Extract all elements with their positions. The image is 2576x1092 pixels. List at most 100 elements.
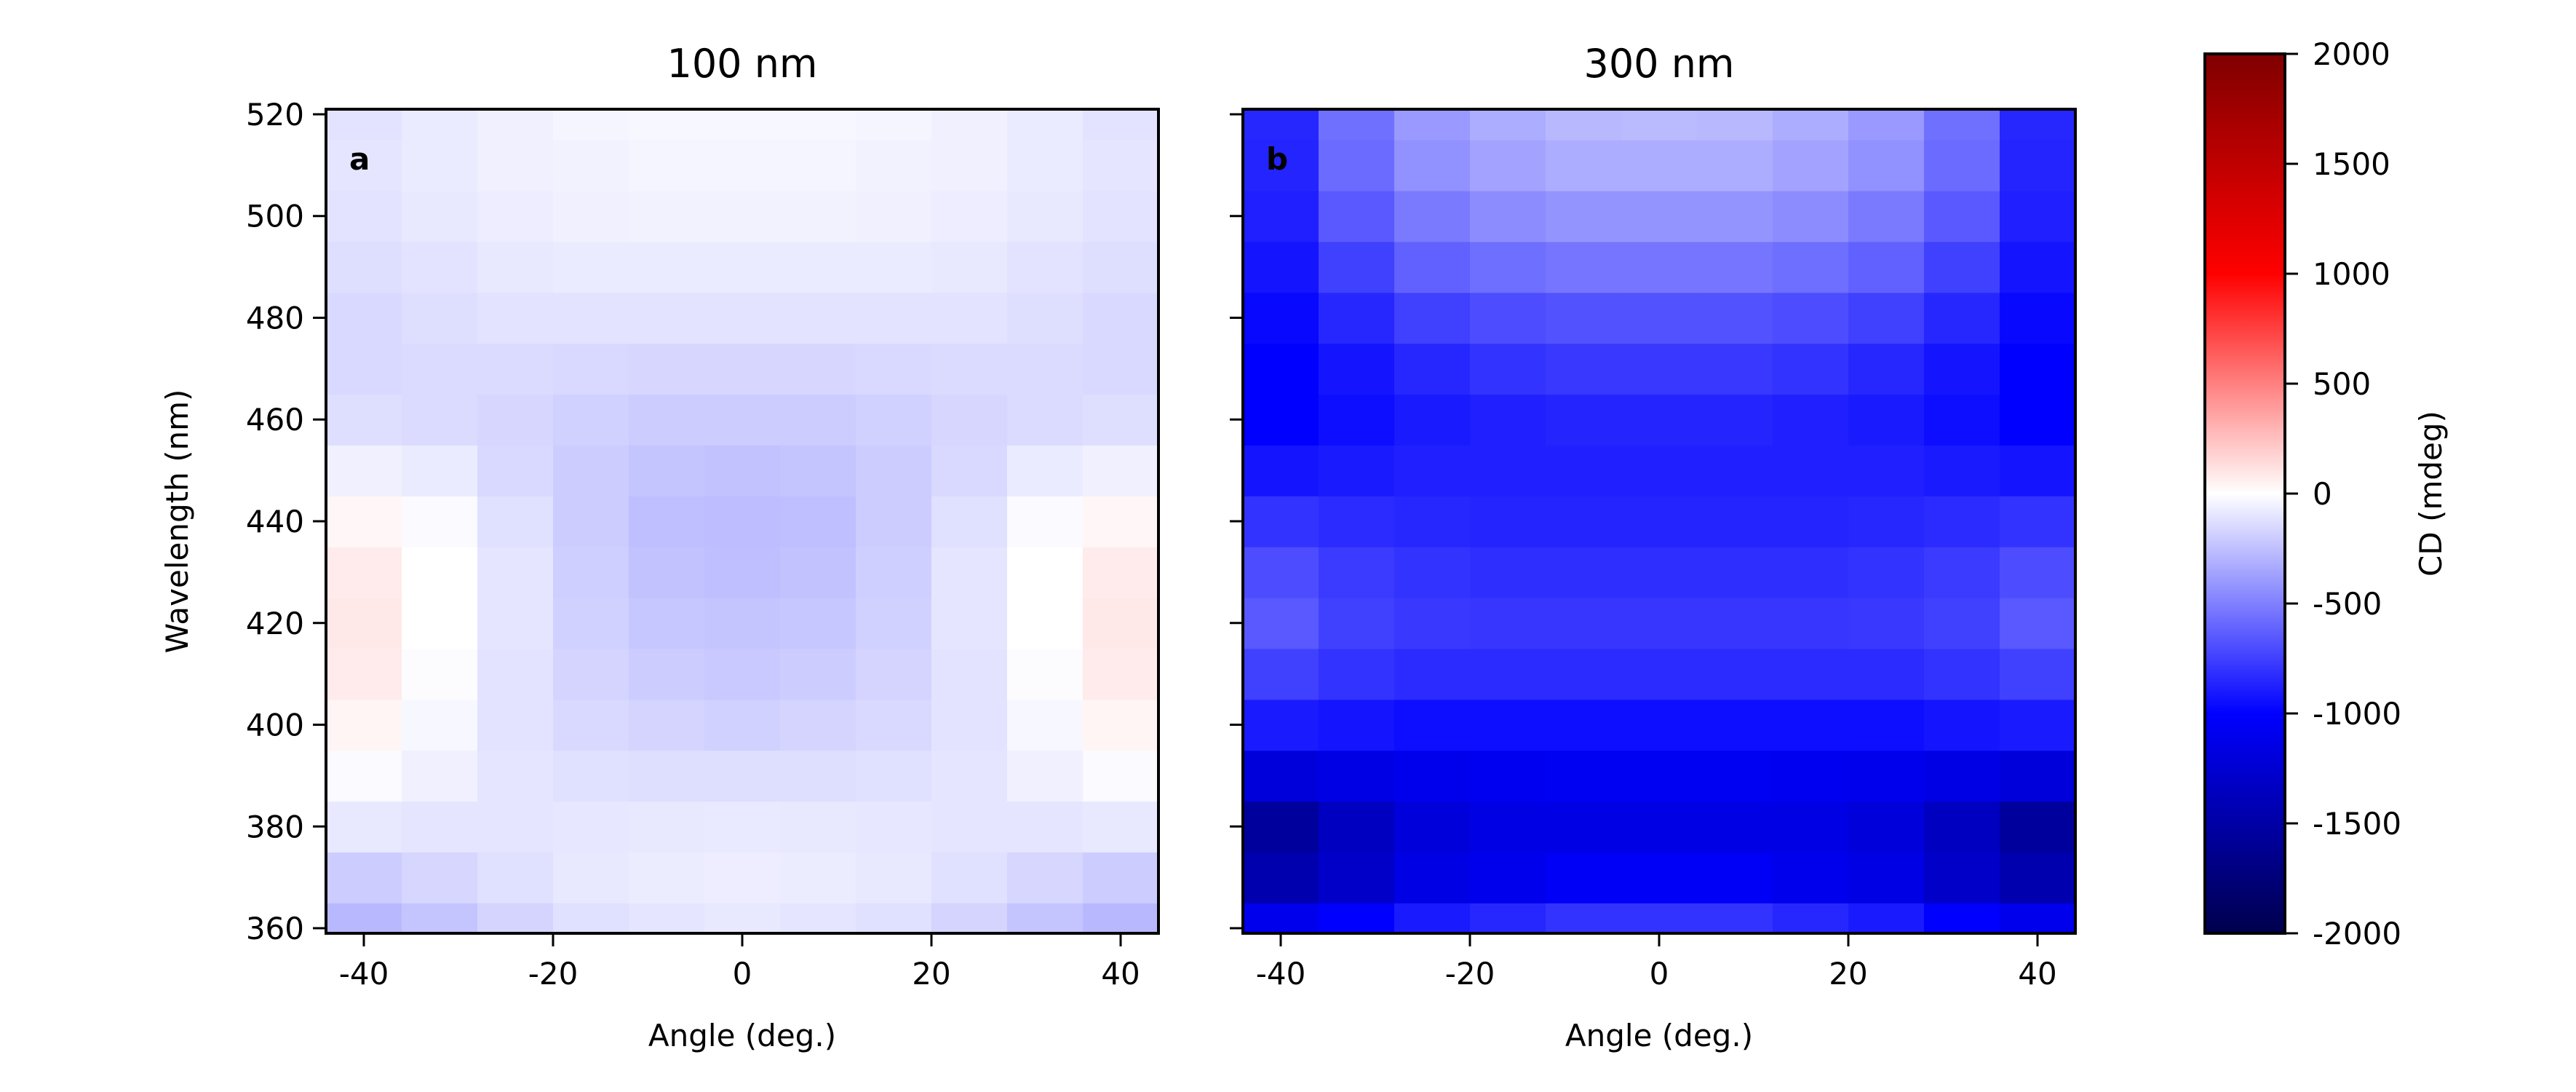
heatmap-cell	[856, 648, 932, 700]
heatmap-cell	[1243, 190, 1319, 242]
heatmap-cell	[931, 292, 1008, 344]
heatmap-cell	[2000, 139, 2076, 191]
heatmap-cell	[553, 903, 629, 934]
heatmap-cell	[629, 343, 705, 395]
heatmap-cell	[1083, 445, 1159, 496]
heatmap-cell	[1924, 190, 2000, 242]
heatmap-cell	[1394, 648, 1471, 700]
heatmap-cell	[326, 648, 402, 700]
heatmap-cell	[477, 852, 554, 903]
y-tick-label: 460	[246, 402, 304, 438]
heatmap-cell	[1470, 546, 1546, 598]
heatmap-cell	[629, 394, 705, 446]
heatmap-cell	[1697, 292, 1773, 344]
heatmap-cell	[1848, 109, 1925, 141]
heatmap-cell	[553, 750, 629, 802]
heatmap-cell	[1848, 801, 1925, 852]
x-tick-label: 40	[2018, 956, 2056, 992]
heatmap-cell	[477, 496, 554, 547]
heatmap-cell	[629, 190, 705, 242]
y-tick-label: 400	[246, 708, 304, 743]
heatmap-cell	[553, 597, 629, 649]
panel-a: -40 -20 0 20 40 360380400420440460480500520 …	[159, 41, 1160, 1053]
x-tick-label: 40	[1101, 956, 1140, 992]
heatmap-cell	[1394, 750, 1471, 802]
heatmap-cell	[1621, 750, 1698, 802]
heatmap-cell	[326, 496, 402, 547]
heatmap-cell	[326, 343, 402, 395]
heatmap-cells-a	[326, 109, 1159, 934]
heatmap-cell	[2000, 903, 2076, 934]
heatmap-cell	[1243, 648, 1319, 700]
x-ticks-b: -40 -20 0 20 40	[1256, 933, 2057, 992]
heatmap-cell	[1007, 394, 1084, 446]
colorbar-tick-label: 1500	[2313, 146, 2390, 182]
heatmap-cell	[1697, 597, 1773, 649]
heatmap-cell	[1924, 648, 2000, 700]
heatmap-cell	[1546, 852, 1622, 903]
heatmap-cell	[553, 801, 629, 852]
heatmap-cell	[553, 241, 629, 293]
heatmap-cell	[1394, 190, 1471, 242]
heatmap-cell	[402, 801, 478, 852]
heatmap-cell	[629, 241, 705, 293]
heatmap-cell	[1697, 394, 1773, 446]
heatmap-cell	[1773, 852, 1849, 903]
heatmap-cell	[1773, 801, 1849, 852]
heatmap-cell	[856, 546, 932, 598]
heatmap-cell	[1243, 445, 1319, 496]
heatmap-cell	[856, 241, 932, 293]
heatmap-cell	[856, 343, 932, 395]
heatmap-cell	[1697, 903, 1773, 934]
heatmap-cell	[1773, 190, 1849, 242]
heatmap-cell	[704, 496, 781, 547]
x-tick-label: 20	[912, 956, 950, 992]
heatmap-cell	[2000, 750, 2076, 802]
y-tick-label: 380	[246, 809, 304, 844]
heatmap-cell	[931, 343, 1008, 395]
heatmap-cell	[2000, 699, 2076, 751]
heatmap-cell	[1083, 496, 1159, 547]
heatmap-cell	[1394, 496, 1471, 547]
heatmap-cell	[1546, 292, 1622, 344]
heatmap-cell	[1243, 241, 1319, 293]
heatmap-cell	[1319, 648, 1395, 700]
heatmap-cell	[856, 903, 932, 934]
heatmap-cell	[1007, 699, 1084, 751]
heatmap-cell	[856, 597, 932, 649]
heatmap-cell	[704, 241, 781, 293]
heatmap-cell	[1546, 445, 1622, 496]
heatmap-cell	[1007, 445, 1084, 496]
heatmap-cell	[477, 801, 554, 852]
heatmap-cell	[1470, 903, 1546, 934]
x-ticks-a: -40 -20 0 20 40	[339, 933, 1140, 992]
heatmap-cell	[780, 903, 856, 934]
heatmap-cell	[1007, 648, 1084, 700]
heatmap-cell	[553, 394, 629, 446]
heatmap-cell	[1083, 241, 1159, 293]
heatmap-cell	[1546, 546, 1622, 598]
heatmap-cell	[704, 903, 781, 934]
heatmap-cell	[1546, 109, 1622, 141]
heatmap-cell	[2000, 109, 2076, 141]
heatmap-cell	[1319, 699, 1395, 751]
heatmap-cell	[1007, 750, 1084, 802]
heatmap-cell	[1319, 139, 1395, 191]
heatmap-cell	[704, 801, 781, 852]
heatmap-cell	[1546, 496, 1622, 547]
heatmap-cell	[477, 139, 554, 191]
heatmap-cell	[1319, 801, 1395, 852]
heatmap-cell	[1083, 648, 1159, 700]
heatmap-cell	[1394, 852, 1471, 903]
heatmap-cell	[704, 343, 781, 395]
heatmap-cell	[1848, 394, 1925, 446]
heatmap-cell	[1007, 496, 1084, 547]
heatmap-cell	[1243, 852, 1319, 903]
heatmap-cell	[780, 445, 856, 496]
colorbar-tick-label: 0	[2313, 476, 2332, 512]
heatmap-cell	[477, 699, 554, 751]
heatmap-cell	[2000, 292, 2076, 344]
heatmap-cell	[1470, 139, 1546, 191]
heatmap-cell	[1007, 139, 1084, 191]
